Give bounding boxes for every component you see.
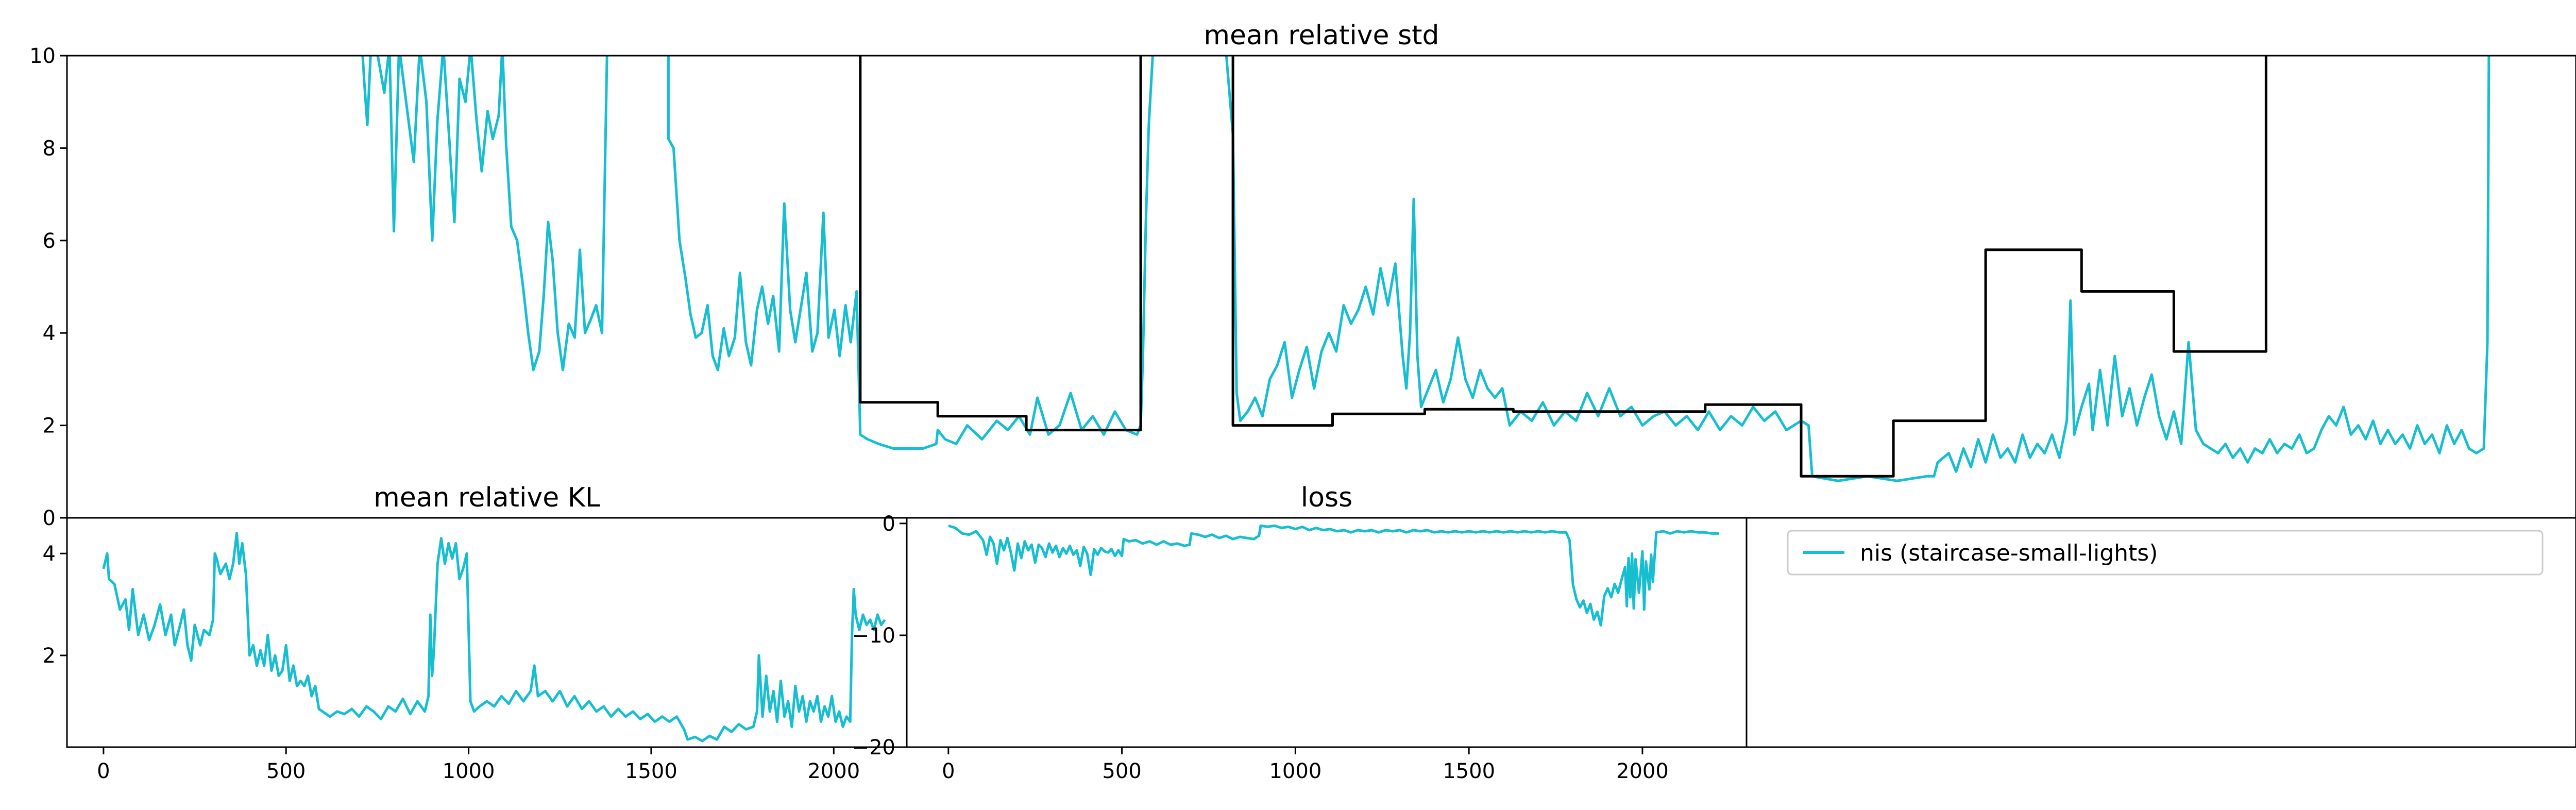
std-panel: 0 2 4 6 8 10 mean relative std — [29, 20, 2576, 530]
loss-series-line-0 — [948, 524, 1719, 627]
loss-xtick-label: 500 — [1102, 760, 1141, 783]
kl-xtick-label: 1000 — [443, 760, 495, 783]
loss-ytick-label: −10 — [852, 624, 895, 648]
kl-ytick-label: 2 — [43, 644, 56, 668]
kl-xtick-label: 0 — [97, 760, 110, 783]
loss-xtick-label: 0 — [942, 760, 955, 783]
kl-xtick-label: 2000 — [807, 760, 860, 783]
legend: nis (staircase-small-lights) — [1787, 530, 2544, 576]
legend-panel: nis (staircase-small-lights) — [1745, 517, 2576, 748]
loss-xtick-label: 2000 — [1616, 760, 1669, 783]
loss-xtick-label: 1000 — [1269, 760, 1321, 783]
kl-panel: 2 4 0 500 1000 1500 2000 mean relative KL — [43, 482, 908, 783]
kl-xtick-label: 1500 — [625, 760, 677, 783]
std-series-line-0 — [361, 56, 2490, 482]
loss-xtick-label: 1500 — [1443, 760, 1495, 783]
legend-box — [1787, 530, 2544, 576]
std-ytick-label: 0 — [43, 507, 56, 530]
std-ytick-label: 4 — [43, 322, 56, 345]
std-chart-title: mean relative std — [1204, 20, 1439, 51]
kl-ytick-label: 4 — [43, 542, 56, 566]
legend-label-nis: nis (staircase-small-lights) — [1860, 540, 2158, 566]
loss-chart-title: loss — [1301, 482, 1352, 513]
std-series-line-1 — [859, 56, 2267, 478]
kl-xtick-label: 500 — [266, 760, 306, 783]
std-ytick-label: 6 — [43, 229, 56, 253]
kl-chart-title: mean relative KL — [374, 482, 600, 513]
std-ytick-label: 10 — [29, 44, 56, 68]
std-axes-frame — [66, 55, 2576, 519]
std-ytick-label: 2 — [43, 414, 56, 438]
loss-ytick-label: 0 — [883, 512, 895, 536]
loss-panel: 0 −10 −20 0 500 1000 1500 2000 loss — [852, 482, 1748, 783]
std-ytick-label: 8 — [43, 137, 56, 160]
legend-axes-frame — [1745, 517, 2576, 748]
loss-ytick-label: −20 — [852, 736, 895, 760]
kl-series-line-0 — [102, 532, 886, 742]
